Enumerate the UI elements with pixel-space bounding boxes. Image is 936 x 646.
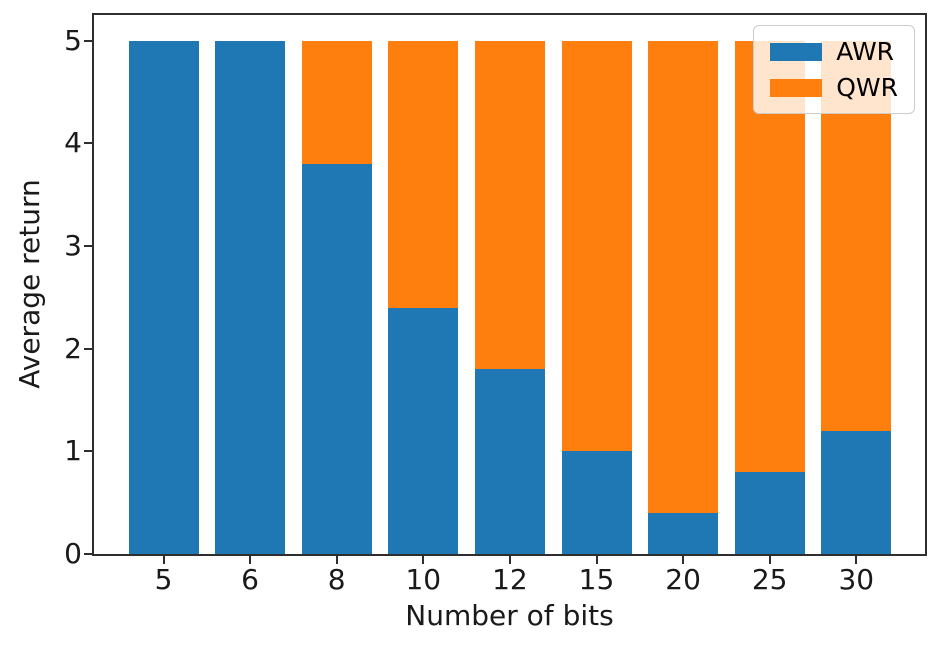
y-tick-label: 3 — [64, 229, 82, 262]
bar-segment-awr-15 — [561, 451, 632, 554]
y-tick-mark — [84, 245, 92, 247]
x-tick-label: 30 — [838, 563, 875, 596]
x-tick-mark — [335, 556, 338, 564]
bar-segment-awr-8 — [301, 163, 372, 554]
x-tick-mark — [422, 556, 425, 564]
y-tick-label: 4 — [64, 126, 82, 160]
y-tick-label: 5 — [64, 23, 82, 57]
y-tick-label: 0 — [64, 537, 82, 570]
x-tick-label: 20 — [665, 563, 701, 596]
x-tick-label: 10 — [405, 563, 442, 596]
y-axis-label: Average return — [13, 179, 46, 389]
bar-segment-awr-30 — [821, 430, 892, 554]
y-tick-label: 1 — [64, 434, 82, 468]
bar-segment-qwr-10 — [388, 40, 459, 308]
legend-item-awr: AWR — [770, 39, 898, 64]
bar-segment-qwr-20 — [648, 40, 719, 513]
bar-segment-awr-20 — [648, 512, 719, 554]
x-axis-label: Number of bits — [405, 599, 614, 632]
x-tick-label: 12 — [492, 563, 528, 596]
bar-segment-awr-12 — [474, 369, 545, 554]
x-tick-mark — [682, 556, 685, 564]
x-tick-mark — [249, 556, 252, 564]
legend-label-awr: AWR — [836, 37, 895, 66]
x-tick-mark — [508, 556, 511, 564]
legend-item-qwr: QWR — [770, 75, 898, 100]
legend: AWR QWR — [753, 25, 915, 114]
x-tick-label: 8 — [327, 563, 346, 596]
y-tick-mark — [84, 553, 92, 555]
bar-segment-awr-6 — [215, 40, 286, 554]
x-tick-mark — [768, 556, 771, 564]
x-tick-mark — [855, 556, 858, 564]
bar-segment-awr-25 — [734, 471, 805, 554]
bar-segment-qwr-8 — [301, 40, 372, 164]
x-tick-mark — [595, 556, 598, 564]
bar-segment-qwr-12 — [474, 40, 545, 370]
plot-area: 0 1 2 3 4 5 5 6 8 10 12 15 20 25 30 AWR QWR — [64, 13, 927, 594]
x-tick-label: 6 — [241, 563, 260, 596]
x-tick-label: 25 — [751, 563, 788, 596]
y-tick-mark — [84, 347, 92, 350]
legend-label-qwr: QWR — [836, 73, 898, 102]
bar-segment-qwr-15 — [561, 40, 632, 452]
legend-swatch-awr — [770, 42, 823, 61]
x-tick-label: 5 — [154, 563, 173, 596]
y-tick-label: 2 — [64, 331, 82, 365]
y-tick-mark — [84, 39, 92, 42]
x-tick-mark — [162, 556, 165, 564]
bar-segment-awr-10 — [388, 307, 459, 554]
x-tick-label: 15 — [578, 563, 615, 596]
bar-segment-awr-5 — [128, 40, 199, 554]
legend-swatch-qwr — [770, 78, 823, 97]
y-tick-mark — [84, 142, 92, 145]
y-tick-mark — [84, 450, 92, 453]
